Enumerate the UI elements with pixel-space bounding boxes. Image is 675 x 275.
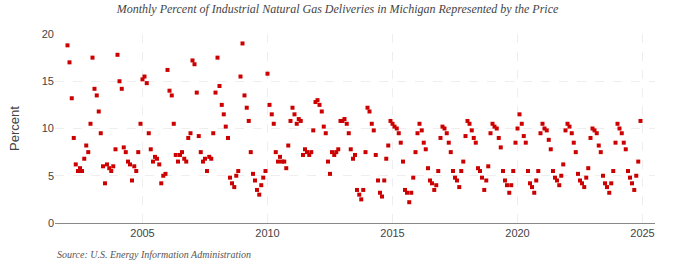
svg-text:0: 0	[48, 217, 54, 229]
svg-text:Source: U.S. Energy Informatio: Source: U.S. Energy Information Administ…	[57, 249, 251, 260]
svg-text:15: 15	[42, 75, 54, 87]
svg-text:2005: 2005	[130, 227, 154, 239]
svg-text:20: 20	[42, 28, 54, 40]
svg-text:2010: 2010	[255, 227, 279, 239]
svg-text:Monthly Percent of Industrial: Monthly Percent of Industrial Natural Ga…	[116, 2, 559, 16]
svg-text:10: 10	[42, 122, 54, 134]
svg-text:5: 5	[48, 170, 54, 182]
svg-text:2015: 2015	[380, 227, 404, 239]
svg-text:2020: 2020	[505, 227, 529, 239]
svg-text:Percent: Percent	[7, 106, 22, 151]
svg-text:2025: 2025	[630, 227, 654, 239]
